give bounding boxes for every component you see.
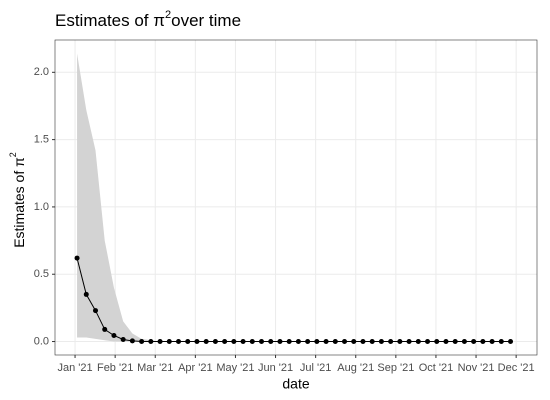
point bbox=[351, 339, 357, 345]
point bbox=[314, 339, 320, 345]
point bbox=[139, 339, 145, 345]
x-tick-label: Mar '21 bbox=[137, 362, 173, 374]
point bbox=[406, 339, 412, 345]
title-sup: 2 bbox=[165, 9, 171, 21]
point bbox=[305, 339, 311, 345]
x-axis-label: date bbox=[282, 376, 309, 392]
ribbon bbox=[77, 53, 511, 342]
y-tick-label: 1.5 bbox=[34, 134, 49, 146]
point bbox=[166, 339, 172, 345]
point bbox=[415, 339, 421, 345]
x-tick-label: May '21 bbox=[216, 362, 254, 374]
point bbox=[471, 339, 477, 345]
point bbox=[240, 339, 246, 345]
y-label-text: Estimates of π bbox=[11, 157, 27, 248]
point bbox=[342, 339, 348, 345]
point bbox=[120, 337, 126, 343]
plot-panel bbox=[55, 40, 537, 355]
point bbox=[360, 339, 366, 345]
point bbox=[489, 339, 495, 345]
point bbox=[480, 339, 486, 345]
x-tick-label: Jun '21 bbox=[258, 362, 293, 374]
y-tick-label: 0.5 bbox=[34, 268, 49, 280]
y-label-sup: 2 bbox=[8, 152, 18, 157]
point bbox=[425, 339, 431, 345]
x-tick-label: Dec '21 bbox=[498, 362, 535, 374]
point bbox=[148, 339, 154, 345]
point bbox=[277, 339, 283, 345]
point bbox=[157, 339, 163, 345]
point bbox=[295, 339, 301, 345]
point bbox=[249, 339, 255, 345]
point bbox=[434, 339, 440, 345]
x-tick-label: Jan '21 bbox=[57, 362, 92, 374]
point bbox=[231, 339, 237, 345]
title-text: Estimates of π bbox=[55, 11, 165, 30]
point bbox=[194, 339, 200, 345]
y-tick-label: 1.0 bbox=[34, 201, 49, 213]
point bbox=[443, 339, 449, 345]
point bbox=[222, 339, 228, 345]
y-tick-label: 0.0 bbox=[34, 335, 49, 347]
point bbox=[452, 339, 458, 345]
point bbox=[102, 326, 108, 332]
point bbox=[378, 339, 384, 345]
point bbox=[461, 339, 467, 345]
point bbox=[498, 339, 504, 345]
x-tick-label: Aug '21 bbox=[337, 362, 374, 374]
point bbox=[74, 255, 80, 261]
point bbox=[111, 332, 117, 338]
point bbox=[203, 339, 209, 345]
point bbox=[388, 339, 394, 345]
x-tick-label: Feb '21 bbox=[97, 362, 133, 374]
x-tick-label: Nov '21 bbox=[458, 362, 495, 374]
panel-border bbox=[54, 39, 538, 356]
point bbox=[212, 339, 218, 345]
point bbox=[185, 339, 191, 345]
point bbox=[93, 308, 99, 314]
point bbox=[369, 339, 375, 345]
title-rest: over time bbox=[171, 11, 241, 30]
point bbox=[397, 339, 403, 345]
y-tick-label: 2.0 bbox=[34, 66, 49, 78]
x-tick-label: Oct '21 bbox=[419, 362, 454, 374]
point bbox=[268, 339, 274, 345]
chart-title: Estimates of π2over time bbox=[55, 9, 241, 31]
point bbox=[508, 339, 514, 345]
point bbox=[176, 339, 182, 345]
y-axis-label: Estimates of π2 bbox=[8, 152, 26, 248]
x-tick-label: Sep '21 bbox=[377, 362, 414, 374]
point bbox=[332, 339, 338, 345]
point bbox=[323, 339, 329, 345]
point bbox=[83, 291, 89, 297]
point bbox=[259, 339, 265, 345]
point bbox=[286, 339, 292, 345]
point bbox=[129, 338, 135, 344]
x-tick-label: Apr '21 bbox=[178, 362, 213, 374]
x-tick-label: Jul '21 bbox=[300, 362, 331, 374]
